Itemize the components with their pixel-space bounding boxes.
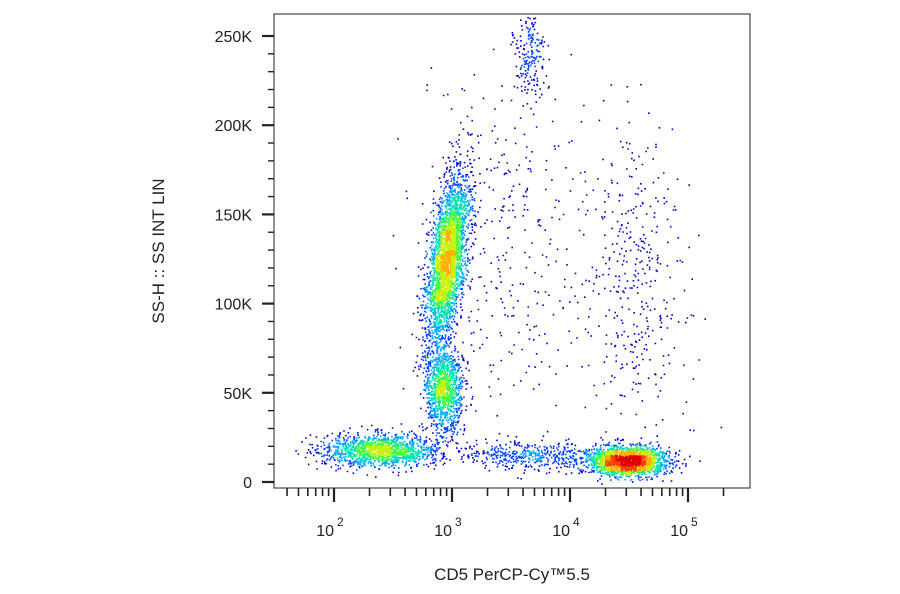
y-tick-label: 50K [224, 386, 253, 403]
y-tick-label: 200K [215, 118, 253, 135]
x-tick-label: 104 [552, 515, 580, 540]
x-tick-label: 102 [316, 515, 344, 540]
y-tick-label: 0 [243, 475, 252, 492]
x-tick-label: 105 [670, 515, 698, 540]
y-axis: 0 50K 100K 150K 200K 250K [215, 29, 274, 492]
x-tick-label: 103 [434, 515, 462, 540]
events-layer [295, 16, 723, 485]
x-axis: 102 103 104 105 [286, 488, 725, 540]
plot-frame [273, 13, 751, 489]
y-axis-title: SS-H :: SS INT LIN [149, 178, 168, 323]
density-band-8 [615, 455, 642, 467]
y-tick-label: 100K [215, 297, 253, 314]
y-tick-label: 250K [215, 29, 253, 46]
y-tick-label: 150K [215, 207, 253, 224]
x-axis-title: CD5 PerCP-Cy™5.5 [434, 565, 590, 584]
